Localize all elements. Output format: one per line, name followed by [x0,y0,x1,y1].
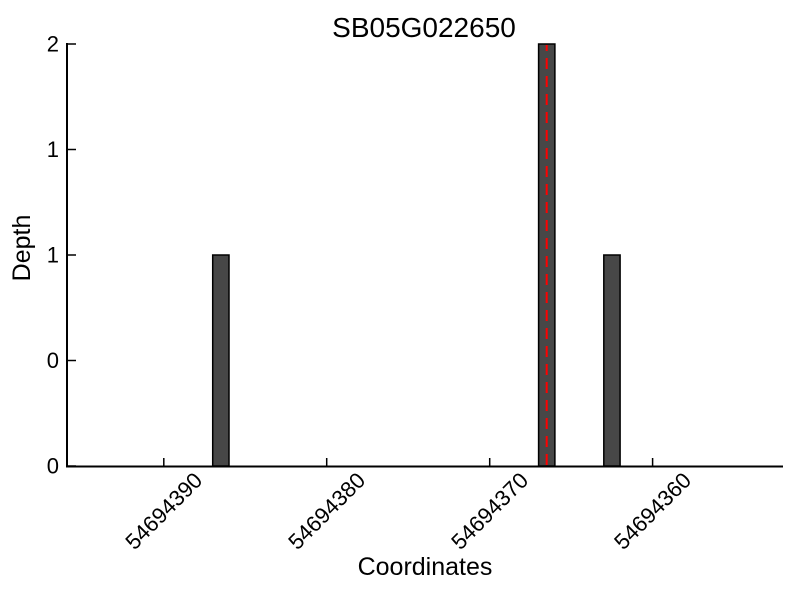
y-axis-label: Depth [8,215,36,282]
axes-group [66,43,783,468]
depth-bar [603,254,621,467]
y-tick-label: 2 [47,32,59,57]
y-tick-label: 0 [47,348,59,373]
bars-group [211,43,621,467]
y-tick-label: 1 [47,137,59,162]
y-ticks-group: 0 0 1 1 2 [47,32,76,479]
depth-bar [211,254,230,467]
chart-title: SB05G022650 [332,12,516,43]
x-axis-label: Coordinates [358,553,493,581]
y-tick-label: 0 [47,454,59,479]
y-tick-label: 1 [47,243,59,268]
